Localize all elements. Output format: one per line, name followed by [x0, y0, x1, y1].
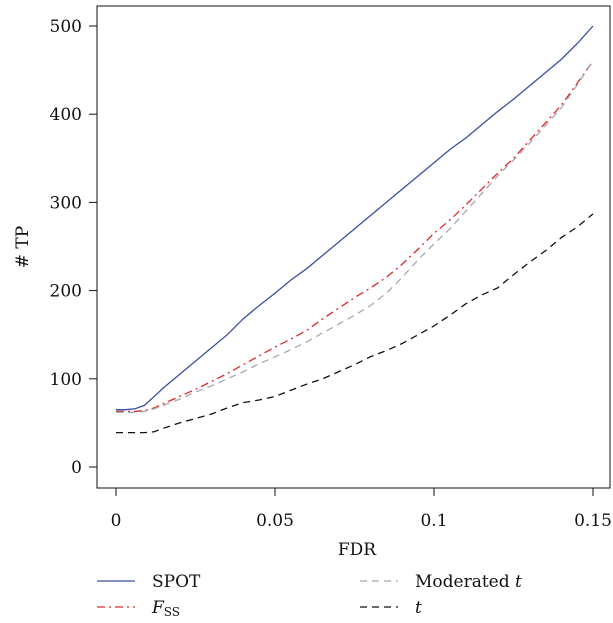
x-axis-label: FDR: [338, 540, 377, 560]
x-tick-label: 0: [111, 511, 122, 531]
y-tick-label: 500: [50, 17, 82, 37]
x-tick-label: 0.15: [574, 511, 612, 531]
series-line-3: [116, 213, 594, 434]
legend-label-3: t: [415, 598, 422, 618]
legend-label-2: Moderated t: [415, 572, 522, 592]
plot-frame: [96, 5, 611, 489]
legend-label-1: FSS: [151, 598, 180, 619]
y-tick-label: 0: [71, 458, 82, 478]
legend-label-0: SPOT: [152, 572, 201, 592]
y-tick-label: 200: [50, 282, 82, 302]
y-tick-label: 100: [50, 370, 82, 390]
series-layer: [116, 25, 594, 434]
series-line-0: [116, 25, 594, 411]
series-line-2: [116, 60, 594, 413]
x-axis: 0 0.05 0.1 0.15: [111, 488, 612, 531]
x-tick-label: 0.1: [420, 511, 447, 531]
series-line-1: [116, 60, 594, 413]
y-axis: 0 100 200 300 400 500: [50, 17, 97, 478]
legend: SPOT FSS Moderated t t: [97, 572, 522, 619]
x-tick-label: 0.05: [256, 511, 294, 531]
y-axis-label: # TP: [13, 226, 33, 268]
y-tick-label: 400: [50, 105, 82, 125]
y-tick-label: 300: [50, 193, 82, 213]
